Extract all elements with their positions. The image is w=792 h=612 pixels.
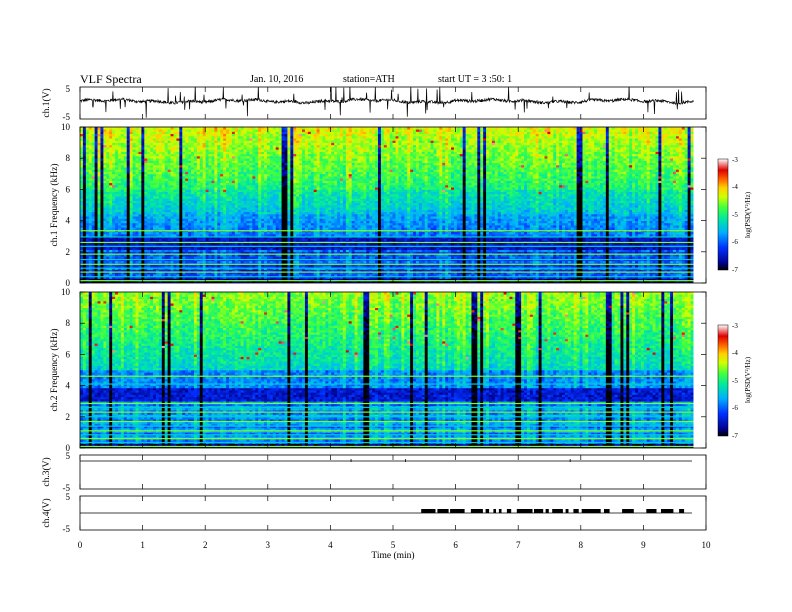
ch2-spectrogram-image	[80, 292, 706, 448]
x-tick-label: 2	[203, 540, 208, 550]
ch4-waveform-panel: 5 -5 ch.4(V)	[41, 492, 707, 534]
x-tick-label: 7	[516, 540, 521, 550]
ch2-colorbar-label: log(PSD(V²/Hz)	[744, 356, 752, 403]
ch1-spectrogram-image	[80, 127, 706, 283]
ch2-spectrogram-panel: 0 2 4 6 8 10 ch.2 Frequency (kHz) -3 -4 -5 -6…	[49, 287, 752, 453]
x-tick-label: 8	[579, 540, 584, 550]
ch1-waveform-ylabel: ch.1(V)	[41, 88, 52, 117]
spectrogram-ytick-label: 4	[66, 381, 71, 391]
spectrogram-ytick-label: 8	[66, 318, 71, 328]
header-date: Jan. 10, 2016	[250, 74, 303, 85]
ch1-spectrogram-panel: 0 2 4 6 8 10 ch.1 Frequency (kHz) -3 -4 -5 -6…	[49, 122, 752, 288]
ch2-spectrogram-ylabel: ch.2 Frequency (kHz)	[49, 328, 60, 411]
ch1-waveform-panel: 5 -5 ch.1(V)	[41, 84, 707, 122]
ch4-ytick-bottom: -5	[63, 524, 71, 534]
ch2-colorbar-tick: -5	[732, 377, 738, 385]
spectrogram-ytick-label: 8	[66, 153, 71, 163]
ch3-ytick-top: 5	[66, 451, 71, 461]
header-station: station=ATH	[343, 74, 395, 85]
x-tick-label: 9	[641, 540, 646, 550]
ch4-waveform-ylabel: ch.4(V)	[41, 498, 52, 527]
x-axis-tick-labels: 0 1 2 3 4 5 6 7 8 9 10	[78, 540, 711, 550]
x-tick-label: 3	[266, 540, 271, 550]
x-tick-label: 10	[702, 540, 712, 550]
spectrogram-ytick-label: 10	[61, 287, 71, 297]
ch1-ytick-bottom: -5	[63, 112, 71, 122]
spectrogram-ytick-label: 10	[61, 122, 71, 132]
ch4-pulse-train	[421, 509, 685, 513]
x-tick-label: 4	[328, 540, 333, 550]
ch1-spectrogram-ylabel: ch.1 Frequency (kHz)	[49, 163, 60, 246]
spectrogram-ytick-label: 2	[66, 412, 71, 422]
spectrogram-ytick-label: 6	[66, 184, 71, 194]
ch1-waveform-line	[80, 87, 694, 118]
ch2-colorbar-scale	[717, 324, 729, 437]
ch4-ytick-top: 5	[66, 492, 71, 502]
spectrogram-ytick-label: 0	[66, 278, 71, 288]
ch2-colorbar-tick: -7	[732, 432, 738, 440]
ch1-colorbar-tick: -6	[732, 238, 738, 246]
ch1-colorbar-scale	[717, 158, 729, 271]
spectrogram-ytick-label: 4	[66, 216, 71, 226]
x-tick-label: 1	[140, 540, 145, 550]
spectrogram-ytick-label: 0	[66, 443, 71, 453]
ch1-ytick-top: 5	[66, 84, 71, 94]
spectrogram-ytick-label: 6	[66, 349, 71, 359]
x-tick-label: 6	[453, 540, 458, 550]
ch1-colorbar: -3 -4 -5 -6 -7 log(PSD(V²/Hz)	[717, 156, 752, 274]
ch3-ytick-bottom: -5	[63, 483, 71, 493]
x-tick-label: 5	[391, 540, 396, 550]
ch2-colorbar-tick: -4	[732, 349, 738, 357]
ch1-spectrogram-yticks: 0 2 4 6 8 10	[61, 122, 706, 288]
ch1-colorbar-tick: -7	[732, 266, 738, 274]
x-tick-label: 0	[78, 540, 83, 550]
ch3-waveform-ylabel: ch.3(V)	[41, 457, 52, 486]
ch1-colorbar-tick: -4	[732, 183, 738, 191]
figure-title: VLF Spectra	[80, 72, 142, 86]
ch3-waveform-marks	[350, 459, 571, 462]
header-start-time: start UT = 3 :50: 1	[438, 74, 512, 85]
ch3-waveform-panel: 5 -5 ch.3(V)	[41, 451, 707, 493]
ch2-colorbar-tick: -6	[732, 404, 738, 412]
x-axis-label: Time (min)	[371, 550, 414, 561]
ch1-colorbar-tick: -5	[732, 211, 738, 219]
ch2-spectrogram-yticks: 0 2 4 6 8 10	[61, 287, 706, 453]
x-axis-ticks	[79, 87, 707, 530]
ch2-colorbar-tick: -3	[732, 322, 738, 330]
spectrogram-ytick-label: 2	[66, 247, 71, 257]
ch2-colorbar: -3 -4 -5 -6 -7 log(PSD(V²/Hz)	[717, 322, 752, 440]
ch1-colorbar-tick: -3	[732, 156, 738, 164]
ch1-colorbar-label: log(PSD(V²/Hz)	[744, 191, 752, 238]
